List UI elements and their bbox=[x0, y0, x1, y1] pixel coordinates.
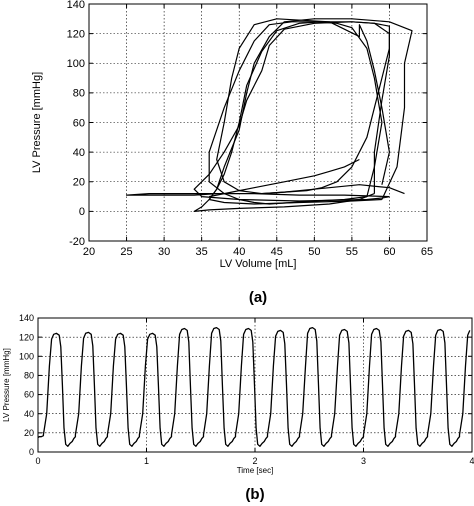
x-tick-label: 0 bbox=[35, 456, 40, 466]
pv-loop-line bbox=[208, 21, 383, 205]
x-axis-label: LV Volume [mL] bbox=[220, 258, 297, 270]
y-tick-label: 140 bbox=[19, 313, 34, 323]
x-tick-label: 4 bbox=[469, 456, 474, 466]
y-tick-label: 60 bbox=[73, 117, 85, 129]
x-tick-label: 65 bbox=[421, 246, 433, 258]
y-tick-label: 40 bbox=[24, 409, 34, 419]
x-tick-label: 25 bbox=[120, 246, 132, 258]
pressure-volume-chart: 20 25 30 35 40 45 50 55 60 65 -20 0 20 40 60 80 100 120 14… bbox=[31, 0, 433, 306]
y-axis-label: LV Pressure [mmHg] bbox=[31, 72, 43, 173]
y-tick-label: 100 bbox=[19, 351, 34, 361]
pv-loop-line bbox=[208, 18, 413, 205]
x-tick-label: 35 bbox=[196, 246, 208, 258]
y-axis-label: LV Pressure [mmHg] bbox=[2, 348, 11, 422]
x-tick-label: 45 bbox=[271, 246, 283, 258]
y-tick-label: 0 bbox=[29, 447, 34, 457]
y-tick-label: 20 bbox=[24, 428, 34, 438]
pv-loop-line bbox=[125, 21, 390, 202]
y-tick-label: -20 bbox=[69, 236, 85, 248]
x-tick-label: 55 bbox=[346, 246, 358, 258]
x-tick-label: 40 bbox=[233, 246, 245, 258]
y-tick-label: 140 bbox=[67, 0, 85, 11]
x-tick-label: 1 bbox=[144, 456, 149, 466]
x-tick-label: 2 bbox=[252, 456, 257, 466]
y-tick-label: 80 bbox=[24, 371, 34, 381]
y-tick-label: 60 bbox=[24, 390, 34, 400]
panel-label: (b) bbox=[245, 486, 264, 503]
y-tick-label: 40 bbox=[73, 147, 85, 159]
x-tick-label: 50 bbox=[308, 246, 320, 258]
pv-loop-line bbox=[193, 21, 390, 212]
x-tick-label: 20 bbox=[83, 246, 95, 258]
y-tick-label: 100 bbox=[67, 58, 85, 70]
y-tick-label: 80 bbox=[73, 88, 85, 100]
x-tick-label: 30 bbox=[158, 246, 170, 258]
pressure-trace-line bbox=[37, 326, 471, 447]
y-tick-label: 120 bbox=[67, 28, 85, 40]
y-tick-label: 120 bbox=[19, 332, 34, 342]
panel-label: (a) bbox=[249, 289, 267, 306]
x-tick-label: 60 bbox=[383, 246, 395, 258]
x-tick-label: 3 bbox=[361, 456, 366, 466]
pv-loop-line bbox=[216, 18, 405, 195]
y-tick-label: 0 bbox=[79, 206, 85, 218]
pv-loop-line bbox=[209, 158, 360, 198]
y-tick-label: 20 bbox=[73, 177, 85, 189]
x-axis-label: Time [sec] bbox=[237, 466, 274, 475]
